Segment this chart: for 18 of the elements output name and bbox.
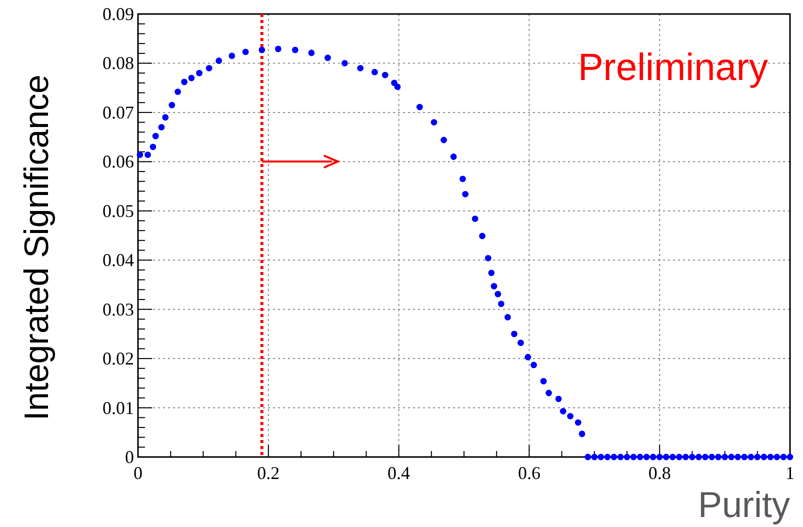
y-tick-label: 0.02 bbox=[102, 348, 134, 369]
y-tick-label: 0.06 bbox=[102, 152, 134, 172]
y-tick-label: 0 bbox=[125, 447, 134, 467]
y-tick-label: 0.05 bbox=[102, 200, 134, 221]
x-axis-title: Purity bbox=[698, 484, 790, 525]
y-tick-label: 0.03 bbox=[102, 299, 134, 320]
x-tick-label: 0.6 bbox=[518, 463, 540, 483]
x-tick-label: 0.8 bbox=[648, 463, 671, 483]
y-tick-label: 0.01 bbox=[102, 398, 134, 418]
x-tick-label: 0.2 bbox=[257, 463, 280, 483]
y-axis-title: Integrated Significance bbox=[18, 74, 56, 420]
x-tick-label: 0.4 bbox=[388, 463, 410, 483]
x-tick-label: 1 bbox=[786, 463, 794, 483]
y-tick-label: 0.04 bbox=[102, 250, 134, 270]
annotation: Preliminary bbox=[578, 47, 768, 89]
y-tick-label: 0.07 bbox=[102, 102, 134, 122]
y-tick-label: 0.08 bbox=[102, 53, 134, 74]
y-tick-label: 0.09 bbox=[102, 4, 134, 24]
